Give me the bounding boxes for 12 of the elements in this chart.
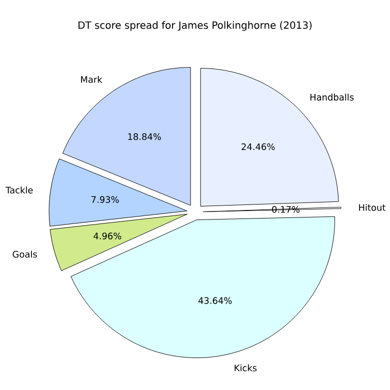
slice-label: Mark	[81, 76, 102, 83]
slice-label: Hitout	[359, 204, 386, 211]
slice-label: Tackle	[6, 186, 33, 194]
data-label: 7.93%	[92, 196, 119, 203]
slice-label: Handballs	[310, 94, 354, 101]
chart-title: DT score spread for James Polkinghorne (2013)	[78, 21, 312, 31]
data-label: 4.96%	[94, 232, 122, 240]
data-label: 43.64%	[198, 297, 232, 304]
slice-label: Goals	[12, 250, 37, 258]
slice-label: Kicks	[234, 364, 257, 372]
data-label: 18.84%	[128, 133, 161, 140]
data-label: 24.46%	[242, 143, 275, 150]
